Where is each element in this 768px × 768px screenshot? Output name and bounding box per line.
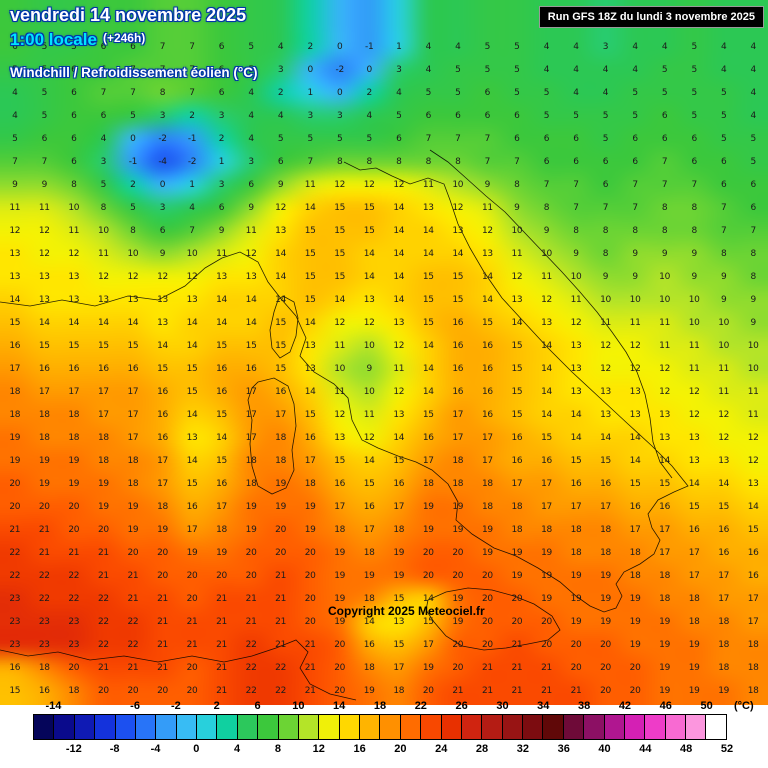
- color-scale-tick-label: 2: [213, 700, 220, 712]
- color-scale-segment: [319, 715, 340, 739]
- color-scale-segment: [34, 715, 55, 739]
- color-scale-tick-label: 8: [274, 743, 281, 755]
- color-scale-tick-label: -14: [45, 700, 62, 712]
- color-scale-tick-label: 50: [700, 700, 713, 712]
- color-scale-tick-label: -6: [130, 700, 140, 712]
- color-scale-segment: [400, 715, 422, 739]
- color-scale-segment: [115, 715, 136, 739]
- color-scale-segment: [461, 715, 483, 739]
- forecast-date: vendredi 14 novembre 2025: [10, 5, 247, 25]
- color-scale-segment: [584, 715, 605, 739]
- color-scale: -14 -6 -2 2 6 10 14 18 22 26 30 34 38 42 46 50 -12 -8 -4 0…: [33, 700, 754, 764]
- color-scale-tick-label: 42: [618, 700, 632, 712]
- color-scale-segment: [298, 715, 320, 739]
- color-scale-tick-label: 24: [435, 743, 448, 755]
- color-scale-segment: [523, 715, 544, 739]
- color-scale-tick-label: 32: [516, 743, 529, 755]
- color-scale-segment: [237, 715, 259, 739]
- color-scale-tick-label: 20: [394, 743, 407, 755]
- color-scale-segment: [502, 715, 523, 739]
- color-scale-segment: [176, 715, 197, 739]
- color-scale-tick-label: 10: [292, 700, 305, 712]
- color-scale-tick-label: 52: [720, 743, 734, 755]
- color-scale-tick-label: 18: [373, 700, 387, 712]
- model-run-info: Run GFS 18Z du lundi 3 novembre 2025: [538, 6, 764, 28]
- color-scale-tick-label: 28: [475, 743, 489, 755]
- color-scale-segment: [217, 715, 238, 739]
- color-scale-labels-top: -14 -6 -2 2 6 10 14 18 22 26 30 34 38 42 46 50: [33, 700, 727, 712]
- color-scale-tick-label: 14: [333, 700, 346, 712]
- color-scale-segment: [258, 715, 279, 739]
- color-scale-tick-label: 26: [455, 700, 468, 712]
- color-scale-tick-label: 6: [254, 700, 261, 712]
- color-scale-segment: [604, 715, 625, 739]
- color-scale-tick-label: 16: [353, 743, 366, 755]
- color-scale-tick-label: -12: [65, 743, 82, 755]
- color-scale-segment: [54, 715, 75, 739]
- local-time: 1:00 locale: [10, 30, 97, 49]
- color-scale-segment: [95, 715, 116, 739]
- color-scale-tick-label: 40: [598, 743, 611, 755]
- color-scale-segment: [380, 715, 401, 739]
- forecast-time: 1:00 locale (+246h): [10, 30, 145, 50]
- color-scale-segment: [360, 715, 381, 739]
- color-scale-segment: [135, 715, 157, 739]
- color-scale-segment: [645, 715, 666, 739]
- color-scale-segment: [74, 715, 96, 739]
- color-scale-segment: [543, 715, 564, 739]
- color-scale-segment: [563, 715, 585, 739]
- color-scale-tick-label: -2: [170, 700, 181, 712]
- color-scale-labels-bottom: -12 -8 -4 0 4 8 12 16 20 24 28 32 36 40 44 48 52: [33, 743, 733, 755]
- color-scale-segment: [624, 715, 646, 739]
- color-scale-segment: [156, 715, 177, 739]
- color-scale-tick-label: 36: [557, 743, 570, 755]
- color-scale-bar: [33, 714, 727, 740]
- color-scale-tick-label: 46: [659, 700, 672, 712]
- color-scale-tick-label: 0: [193, 743, 200, 755]
- color-scale-tick-label: 12: [312, 743, 325, 755]
- copyright-notice: Copyright 2025 Meteociel.fr: [328, 604, 485, 618]
- temperature-field-map: [0, 0, 768, 705]
- color-scale-segment: [686, 715, 707, 739]
- color-scale-segment: [421, 715, 442, 739]
- color-scale-segment: [278, 715, 299, 739]
- color-scale-tick-label: 22: [414, 700, 427, 712]
- color-scale-segment: [339, 715, 360, 739]
- color-scale-unit: (°C): [734, 700, 754, 712]
- color-scale-tick-label: -8: [109, 743, 120, 755]
- forecast-offset: (+246h): [102, 31, 146, 45]
- color-scale-tick-label: -4: [150, 743, 161, 755]
- color-scale-segment: [706, 715, 726, 739]
- variable-title: Windchill / Refroidissement éolien (°C): [10, 65, 258, 80]
- color-scale-tick-label: 30: [496, 700, 509, 712]
- color-scale-segment: [482, 715, 503, 739]
- color-scale-tick-label: 34: [537, 700, 550, 712]
- color-scale-tick-label: 44: [639, 743, 652, 755]
- color-scale-tick-label: 38: [577, 700, 591, 712]
- color-scale-tick-label: 48: [680, 743, 693, 755]
- color-scale-tick-label: 4: [234, 743, 241, 755]
- color-scale-segment: [197, 715, 218, 739]
- color-scale-segment: [665, 715, 686, 739]
- color-scale-segment: [441, 715, 462, 739]
